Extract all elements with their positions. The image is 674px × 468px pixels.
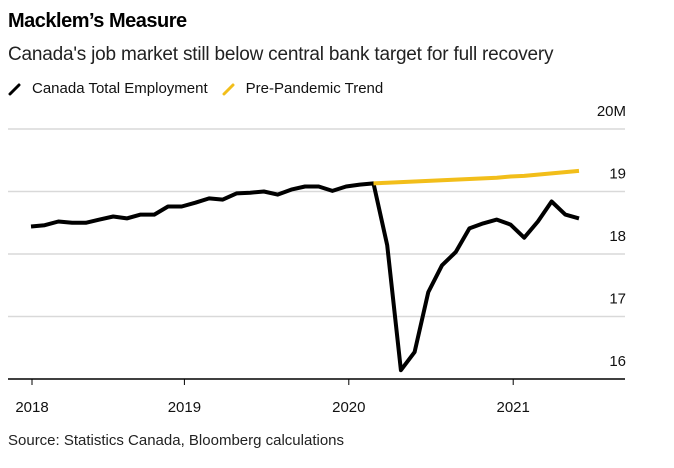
y-tick-label: 18 xyxy=(609,228,626,245)
x-tick-label: 2018 xyxy=(15,399,48,416)
employment-series-line xyxy=(30,181,580,373)
trend-series-line xyxy=(373,168,580,186)
source-note: Source: Statistics Canada, Bloomberg cal… xyxy=(8,432,345,449)
legend-swatch-employment-icon xyxy=(8,83,21,95)
y-tick-label: 17 xyxy=(609,291,626,308)
y-tick-label: 20M xyxy=(597,103,626,120)
y-tick-label: 19 xyxy=(609,166,626,183)
legend-swatch-trend-icon xyxy=(222,83,235,95)
x-tick-label: 2019 xyxy=(168,399,201,416)
x-axis: 2018 2019 2020 2021 xyxy=(8,378,625,416)
legend: Canada Total Employment Pre-Pandemic Tre… xyxy=(8,80,397,97)
y-tick-label: 16 xyxy=(609,353,626,370)
legend-label-employment: Canada Total Employment xyxy=(32,80,208,97)
legend-item-trend: Pre-Pandemic Trend xyxy=(222,80,384,97)
legend-label-trend: Pre-Pandemic Trend xyxy=(245,80,384,97)
x-tick-label: 2021 xyxy=(497,399,530,416)
legend-item-employment: Canada Total Employment xyxy=(8,80,208,97)
y-axis: 16 17 18 19 20M xyxy=(597,103,626,370)
gridlines xyxy=(8,128,625,318)
chart-subtitle: Canada's job market still below central … xyxy=(8,44,554,65)
series-lines xyxy=(30,168,580,373)
x-tick-label: 2020 xyxy=(332,399,365,416)
chart-title: Macklem’s Measure xyxy=(8,10,187,32)
